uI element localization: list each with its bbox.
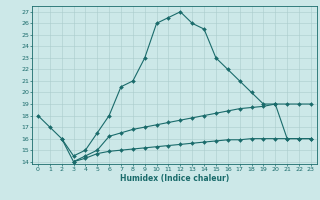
X-axis label: Humidex (Indice chaleur): Humidex (Indice chaleur) [120,174,229,183]
